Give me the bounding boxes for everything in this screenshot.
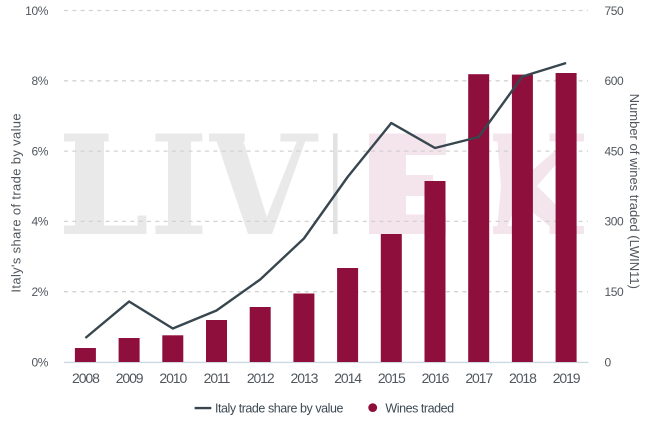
svg-text:150: 150 [605, 285, 625, 299]
svg-text:2011: 2011 [204, 370, 231, 386]
svg-text:600: 600 [605, 74, 625, 88]
svg-text:2012: 2012 [247, 370, 275, 386]
svg-text:450: 450 [605, 144, 625, 158]
svg-text:2%: 2% [31, 285, 48, 299]
svg-text:4%: 4% [31, 215, 48, 229]
svg-text:2015: 2015 [378, 370, 406, 386]
svg-text:0%: 0% [31, 355, 48, 369]
svg-text:Italy's share of trade by valu: Italy's share of trade by value [8, 113, 23, 293]
svg-text:Wines traded: Wines traded [385, 401, 454, 415]
svg-text:10%: 10% [25, 4, 49, 18]
svg-text:2009: 2009 [116, 370, 144, 386]
svg-text:8%: 8% [31, 74, 48, 88]
svg-text:Italy trade share by value: Italy trade share by value [215, 401, 343, 415]
svg-text:Number of wines traded (LWIN11: Number of wines traded (LWIN11) [627, 94, 642, 289]
svg-text:2014: 2014 [334, 370, 362, 386]
svg-text:2010: 2010 [159, 370, 187, 386]
svg-text:2019: 2019 [553, 370, 581, 386]
svg-text:750: 750 [605, 4, 625, 18]
svg-text:6%: 6% [31, 144, 48, 158]
svg-text:2017: 2017 [465, 370, 493, 386]
svg-text:2008: 2008 [72, 370, 100, 386]
svg-text:300: 300 [605, 215, 625, 229]
svg-text:2013: 2013 [291, 370, 319, 386]
svg-text:2018: 2018 [509, 370, 537, 386]
svg-text:2016: 2016 [422, 370, 450, 386]
svg-text:0: 0 [605, 355, 612, 369]
